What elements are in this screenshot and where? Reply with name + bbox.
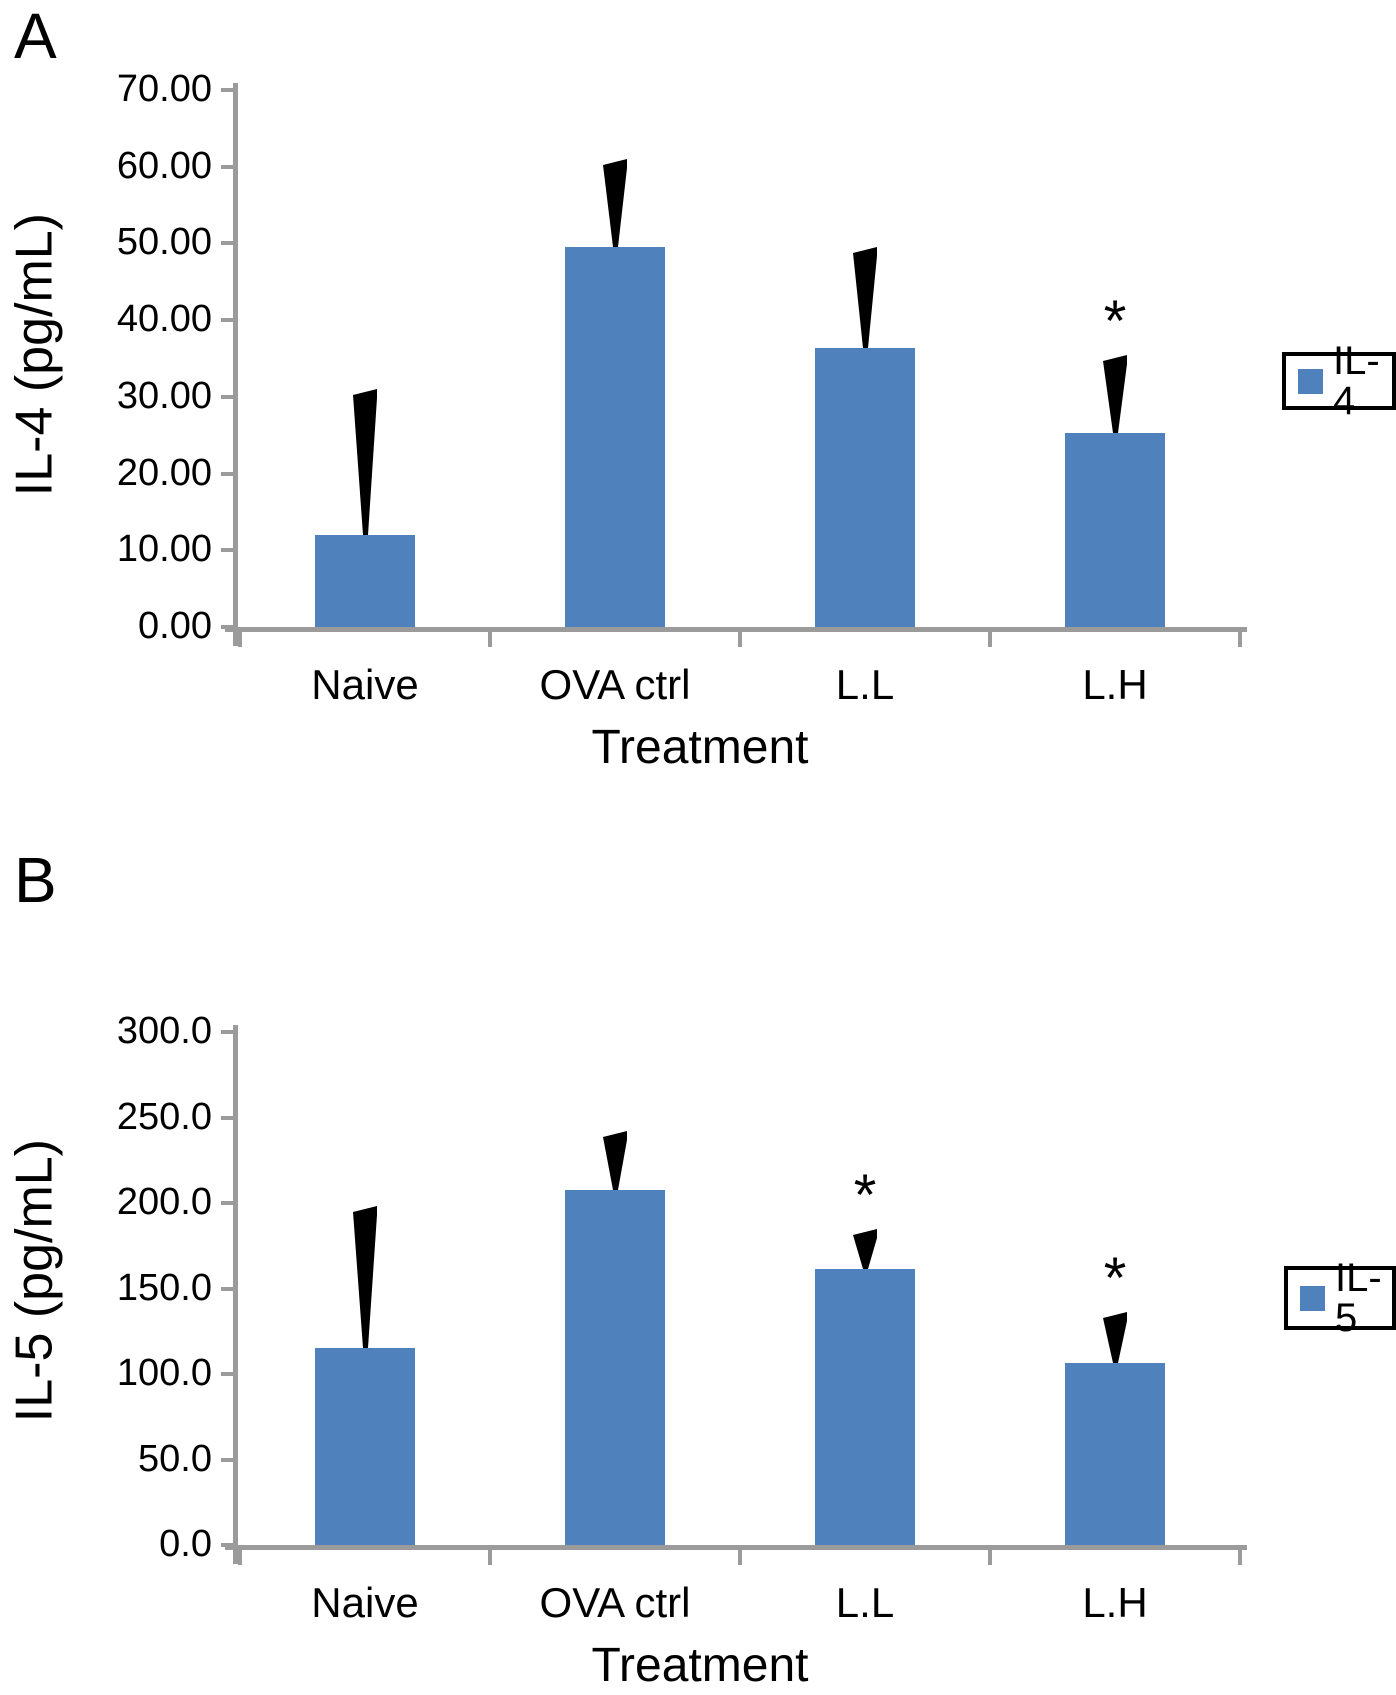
- error-bar: [853, 247, 877, 348]
- legend-swatch-il5: [1300, 1285, 1325, 1311]
- x-category-label: L.H: [1082, 1579, 1148, 1626]
- y-tick-mark: [221, 88, 237, 92]
- x-tick-mark: [238, 1550, 242, 1565]
- x-category-label: Naive: [311, 661, 419, 708]
- panel-b-x-axis-title: Treatment: [591, 1639, 809, 1692]
- y-tick-mark: [221, 1116, 237, 1120]
- y-tick-label: 300.0: [116, 1010, 212, 1052]
- y-tick-mark: [221, 1030, 237, 1034]
- significance-marker: *: [1103, 1246, 1127, 1311]
- error-bar: [353, 389, 377, 535]
- x-tick-mark: [738, 1550, 742, 1565]
- y-tick-mark: [221, 1372, 237, 1376]
- error-bar: [603, 159, 627, 247]
- legend-label-il5: IL-5: [1335, 1256, 1382, 1340]
- error-bar: [603, 1131, 627, 1190]
- x-tick-mark: [738, 632, 742, 647]
- y-tick-mark: [221, 625, 237, 629]
- y-tick-label: 30.00: [116, 375, 212, 417]
- y-tick-label: 150.0: [116, 1267, 212, 1309]
- x-category-label: Naive: [311, 1579, 419, 1626]
- x-axis-line: [225, 1545, 1247, 1550]
- error-bar: [1103, 1312, 1127, 1363]
- y-tick-mark: [221, 1543, 237, 1547]
- x-category-label: L.L: [835, 661, 895, 708]
- x-category-label: OVA ctrl: [539, 1579, 691, 1626]
- y-tick-label: 0.00: [138, 605, 212, 647]
- y-tick-label: 20.00: [116, 452, 212, 494]
- y-tick-label: 200.0: [116, 1181, 212, 1223]
- y-tick-mark: [221, 241, 237, 245]
- y-tick-label: 60.00: [116, 145, 212, 187]
- panel-a-letter: A: [14, 0, 57, 72]
- x-tick-mark: [238, 632, 242, 647]
- legend-swatch-il4: [1298, 368, 1323, 394]
- x-tick-mark: [1238, 1550, 1242, 1565]
- y-tick-mark: [221, 165, 237, 169]
- error-bar: [1103, 355, 1127, 433]
- significance-marker: *: [1103, 289, 1127, 354]
- y-axis-line: [233, 83, 238, 646]
- y-tick-mark: [221, 548, 237, 552]
- x-category-label: L.H: [1082, 661, 1148, 708]
- y-tick-mark: [221, 1201, 237, 1205]
- y-tick-label: 0.0: [159, 1523, 212, 1565]
- panel-b-legend: IL-5: [1284, 1258, 1396, 1338]
- x-tick-mark: [1238, 632, 1242, 647]
- bar-l-h: [1065, 1363, 1165, 1545]
- y-tick-label: 250.0: [116, 1096, 212, 1138]
- bar-naive: [315, 535, 415, 627]
- panel-b-letter: B: [14, 844, 57, 916]
- y-tick-label: 40.00: [116, 298, 212, 340]
- y-tick-label: 50.00: [116, 221, 212, 263]
- x-tick-mark: [488, 632, 492, 647]
- bar-ova-ctrl: [565, 247, 665, 627]
- x-axis-line: [225, 627, 1247, 632]
- bar-naive: [315, 1348, 415, 1545]
- y-tick-label: 10.00: [116, 528, 212, 570]
- y-tick-mark: [221, 318, 237, 322]
- y-tick-mark: [221, 1287, 237, 1291]
- panel-a-x-axis-title: Treatment: [591, 721, 809, 774]
- x-category-label: L.L: [835, 1579, 895, 1626]
- y-tick-mark: [221, 472, 237, 476]
- y-tick-mark: [221, 1458, 237, 1462]
- bar-ova-ctrl: [565, 1190, 665, 1545]
- error-bar: [853, 1229, 877, 1269]
- bar-l-h: [1065, 433, 1165, 627]
- x-tick-mark: [988, 632, 992, 647]
- legend-label-il4: IL-4: [1333, 339, 1380, 423]
- y-tick-mark: [221, 395, 237, 399]
- y-tick-label: 50.0: [138, 1438, 212, 1480]
- significance-marker: *: [853, 1163, 877, 1228]
- bar-l-l: [815, 1269, 915, 1545]
- y-tick-label: 100.0: [116, 1352, 212, 1394]
- x-tick-mark: [988, 1550, 992, 1565]
- panel-a-legend: IL-4: [1282, 341, 1396, 421]
- y-axis-line: [233, 1025, 238, 1564]
- error-bar: [353, 1206, 377, 1348]
- x-category-label: OVA ctrl: [539, 661, 691, 708]
- bar-l-l: [815, 348, 915, 627]
- y-tick-label: 70.00: [116, 68, 212, 110]
- x-tick-mark: [488, 1550, 492, 1565]
